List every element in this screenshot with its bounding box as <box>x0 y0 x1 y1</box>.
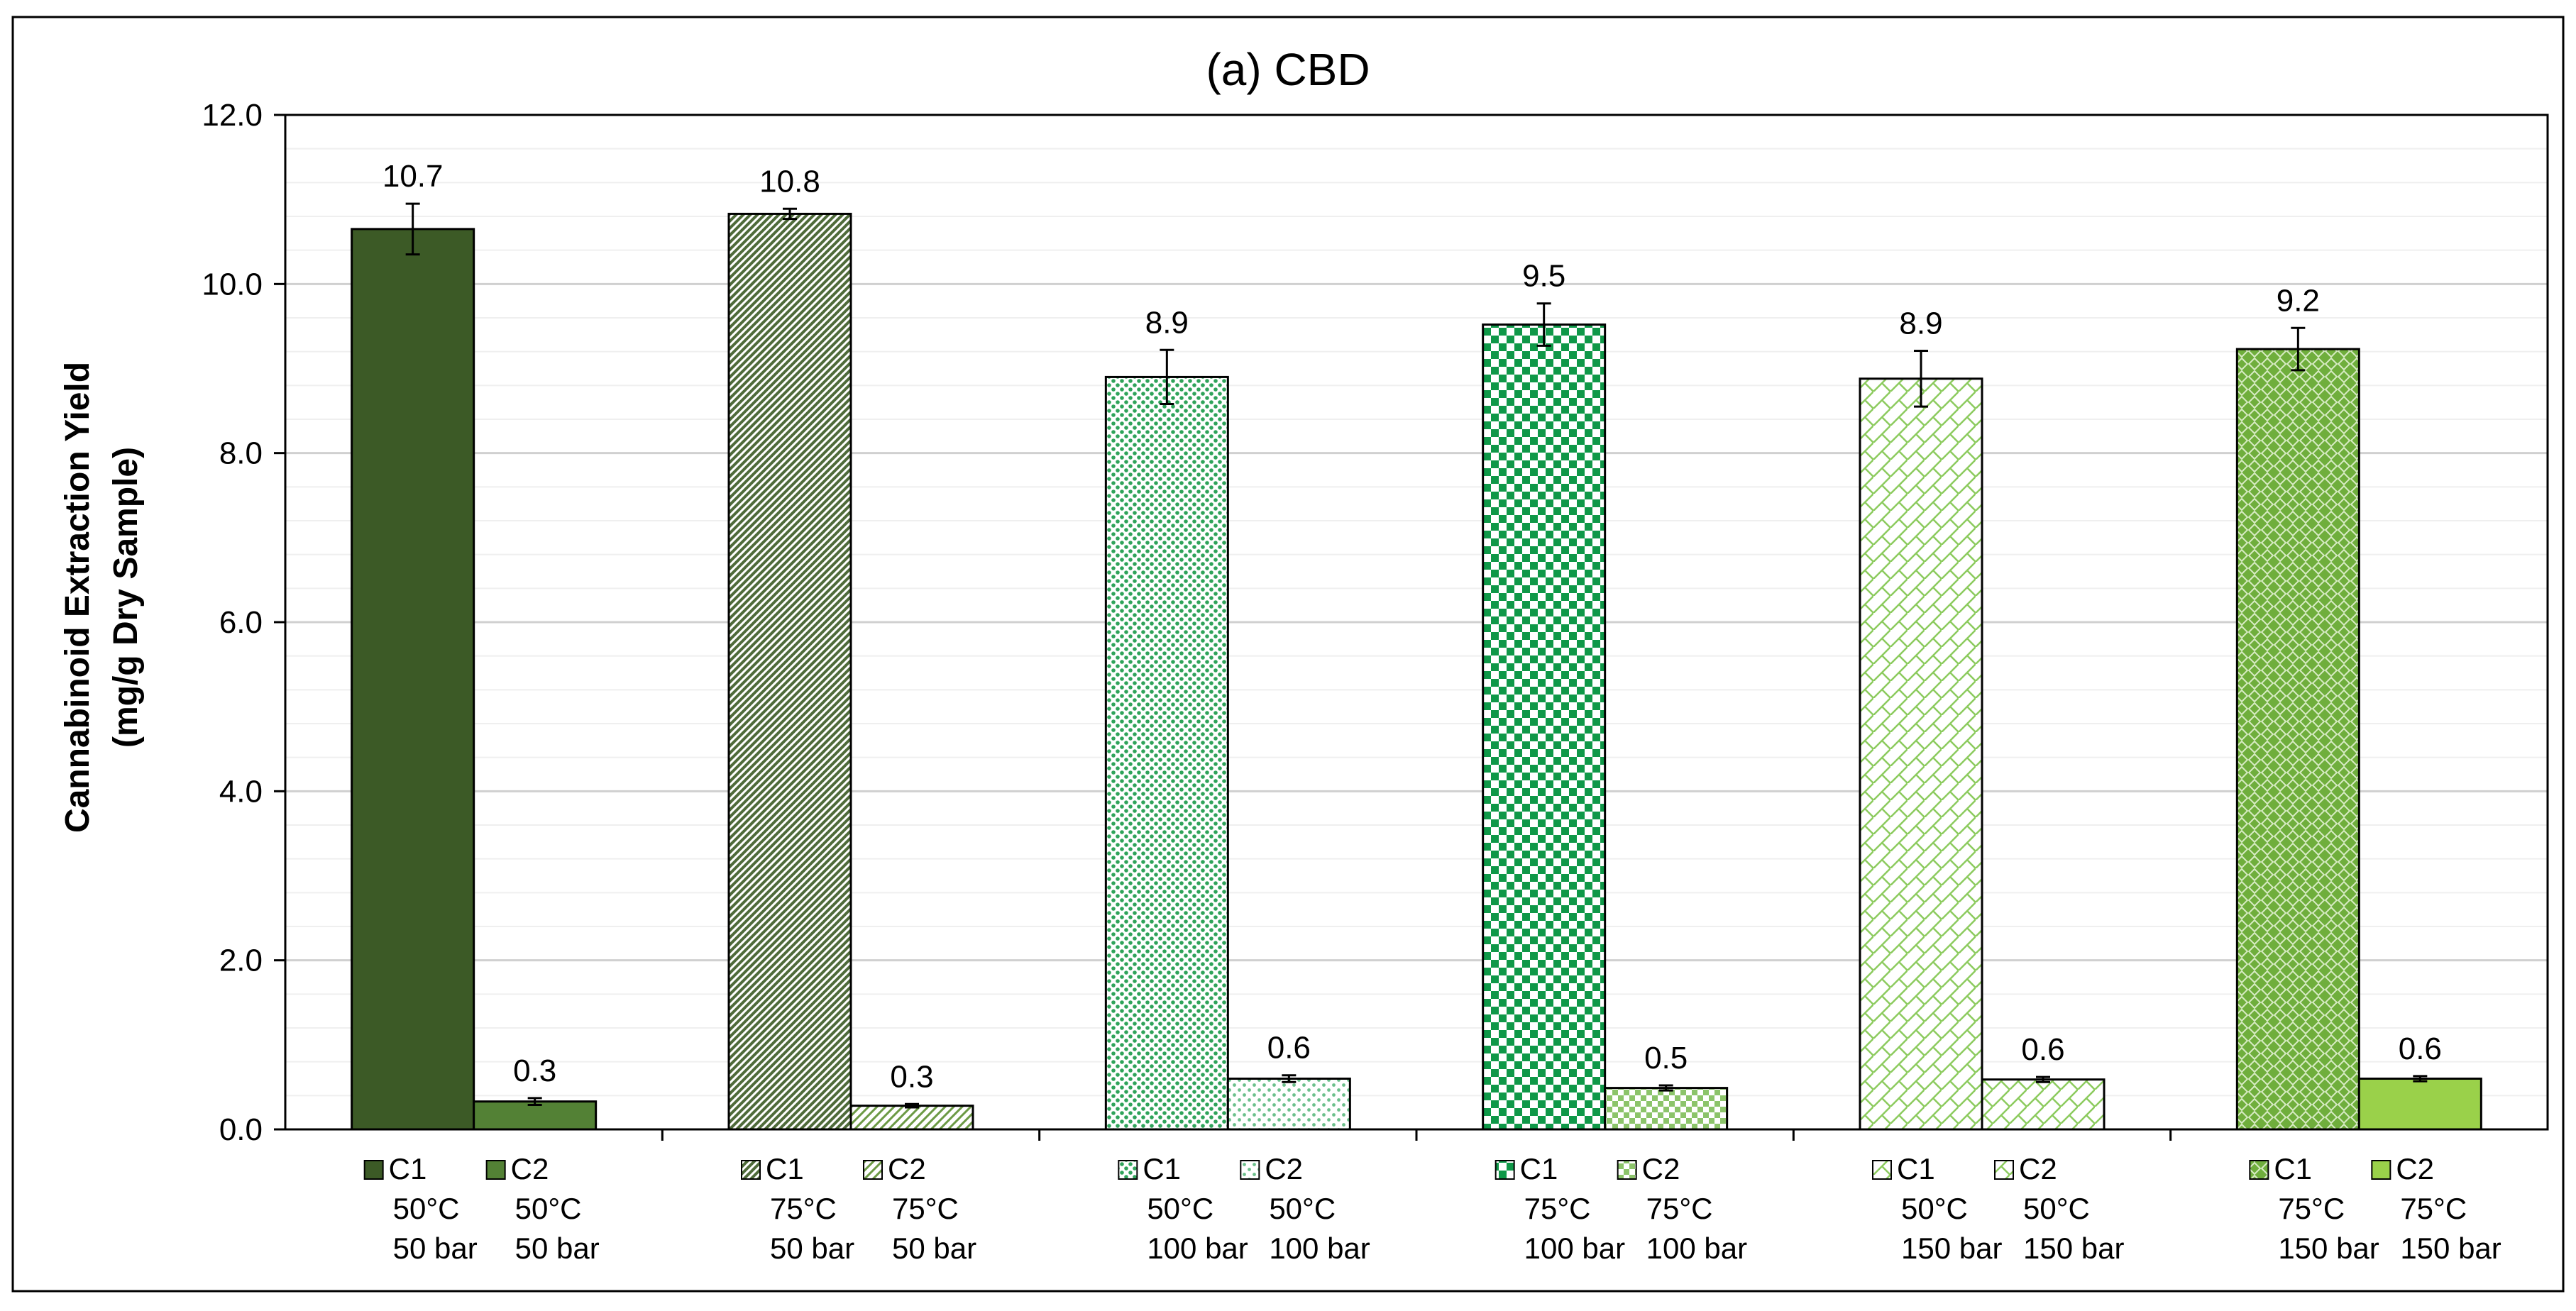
data-label: 0.3 <box>890 1059 933 1094</box>
category-label: 75°C <box>770 1192 837 1225</box>
category-label: 100 bar <box>1646 1232 1747 1265</box>
category-label: 50°C <box>2023 1192 2090 1225</box>
category-label: 50 bar <box>770 1232 854 1265</box>
category-label: C2 <box>1265 1152 1303 1185</box>
legend-key <box>1617 1160 1637 1180</box>
category-label: 50°C <box>1269 1192 1336 1225</box>
y-axis-label-line1: Cannabinoid Extraction Yield <box>59 362 97 833</box>
legend-key <box>2371 1160 2391 1180</box>
category-label: C1 <box>2274 1152 2312 1185</box>
category-label: 50 bar <box>892 1232 976 1265</box>
category-label: 75°C <box>1646 1192 1713 1225</box>
category-label: C1 <box>389 1152 427 1185</box>
legend-key <box>1118 1160 1138 1180</box>
bar <box>473 1100 598 1131</box>
category-label: 50°C <box>1147 1192 1213 1225</box>
category-label: C2 <box>2396 1152 2434 1185</box>
data-label: 0.5 <box>1644 1041 1688 1075</box>
category-label: 50°C <box>1901 1192 1968 1225</box>
category-label: 75°C <box>2400 1192 2467 1225</box>
category-label: 100 bar <box>1524 1232 1625 1265</box>
legend-key <box>1495 1160 1515 1180</box>
legend-key <box>2249 1160 2269 1180</box>
bar <box>1226 1078 1351 1131</box>
category-label: 75°C <box>2278 1192 2345 1225</box>
legend-key <box>1240 1160 1260 1180</box>
bar <box>1604 1087 1729 1131</box>
category-label: 150 bar <box>2023 1232 2124 1265</box>
bar <box>2235 348 2360 1131</box>
bar <box>849 1105 974 1131</box>
category-label: 50 bar <box>393 1232 478 1265</box>
bar <box>727 212 852 1131</box>
y-tick-label: 8.0 <box>219 436 263 471</box>
gridlines <box>285 114 2548 1097</box>
category-label: 150 bar <box>1901 1232 2002 1265</box>
data-label: 0.3 <box>513 1053 556 1088</box>
category-label: C2 <box>2019 1152 2057 1185</box>
y-tick-label: 6.0 <box>219 605 263 640</box>
data-label: 0.6 <box>1267 1031 1311 1066</box>
legend-key <box>1994 1160 2014 1180</box>
data-label: 9.2 <box>2277 283 2320 318</box>
bars: 10.7 0.3 10.8 0.3 8.9 0.6 9.5 0.5 8.9 0.6 9.2 0.6 <box>351 159 2482 1131</box>
y-tick-label: 0.0 <box>219 1112 263 1147</box>
bar <box>1981 1078 2106 1131</box>
category-label: C2 <box>511 1152 549 1185</box>
y-axis-label-line2: (mg/g Dry Sample) <box>107 447 145 748</box>
data-label: 10.8 <box>759 164 820 199</box>
legend-key <box>863 1160 883 1180</box>
category-label: 100 bar <box>1147 1232 1248 1265</box>
data-label: 10.7 <box>382 159 444 194</box>
y-tick-label: 10.0 <box>202 267 263 302</box>
legend-key <box>363 1160 384 1180</box>
data-label: 8.9 <box>1899 306 1942 341</box>
bar <box>1482 323 1607 1131</box>
y-tick-label: 12.0 <box>202 98 263 133</box>
category-label: 75°C <box>1524 1192 1591 1225</box>
data-label: 0.6 <box>2021 1032 2064 1067</box>
bar <box>1859 377 1983 1131</box>
category-label: C2 <box>1642 1152 1680 1185</box>
category-label: C1 <box>766 1152 804 1185</box>
category-label: 50 bar <box>515 1232 600 1265</box>
y-tick-label: 2.0 <box>219 944 263 978</box>
axes: 0.0 2.0 4.0 6.0 8.0 10.0 12.0 C1 50°C 50 bar C2 50°… <box>202 98 2549 1265</box>
category-label: 75°C <box>892 1192 959 1225</box>
category-label: C2 <box>888 1152 926 1185</box>
category-label: 50°C <box>515 1192 582 1225</box>
legend-key <box>741 1160 761 1180</box>
legend-key <box>485 1160 506 1180</box>
bar <box>2357 1078 2482 1131</box>
y-tick-label: 4.0 <box>219 774 263 809</box>
category-label: C1 <box>1897 1152 1935 1185</box>
category-label: 150 bar <box>2400 1232 2501 1265</box>
bar <box>351 228 475 1131</box>
chart-title: (a) CBD <box>1206 44 1370 95</box>
category-label: C1 <box>1520 1152 1558 1185</box>
data-label: 9.5 <box>1522 259 1565 294</box>
bar <box>1104 375 1229 1131</box>
data-label: 8.9 <box>1145 305 1189 340</box>
category-label: 100 bar <box>1269 1232 1370 1265</box>
category-label: C1 <box>1143 1152 1181 1185</box>
category-label: 50°C <box>393 1192 460 1225</box>
legend-key <box>1872 1160 1892 1180</box>
data-label: 0.6 <box>2399 1031 2442 1066</box>
category-label: 150 bar <box>2278 1232 2379 1265</box>
